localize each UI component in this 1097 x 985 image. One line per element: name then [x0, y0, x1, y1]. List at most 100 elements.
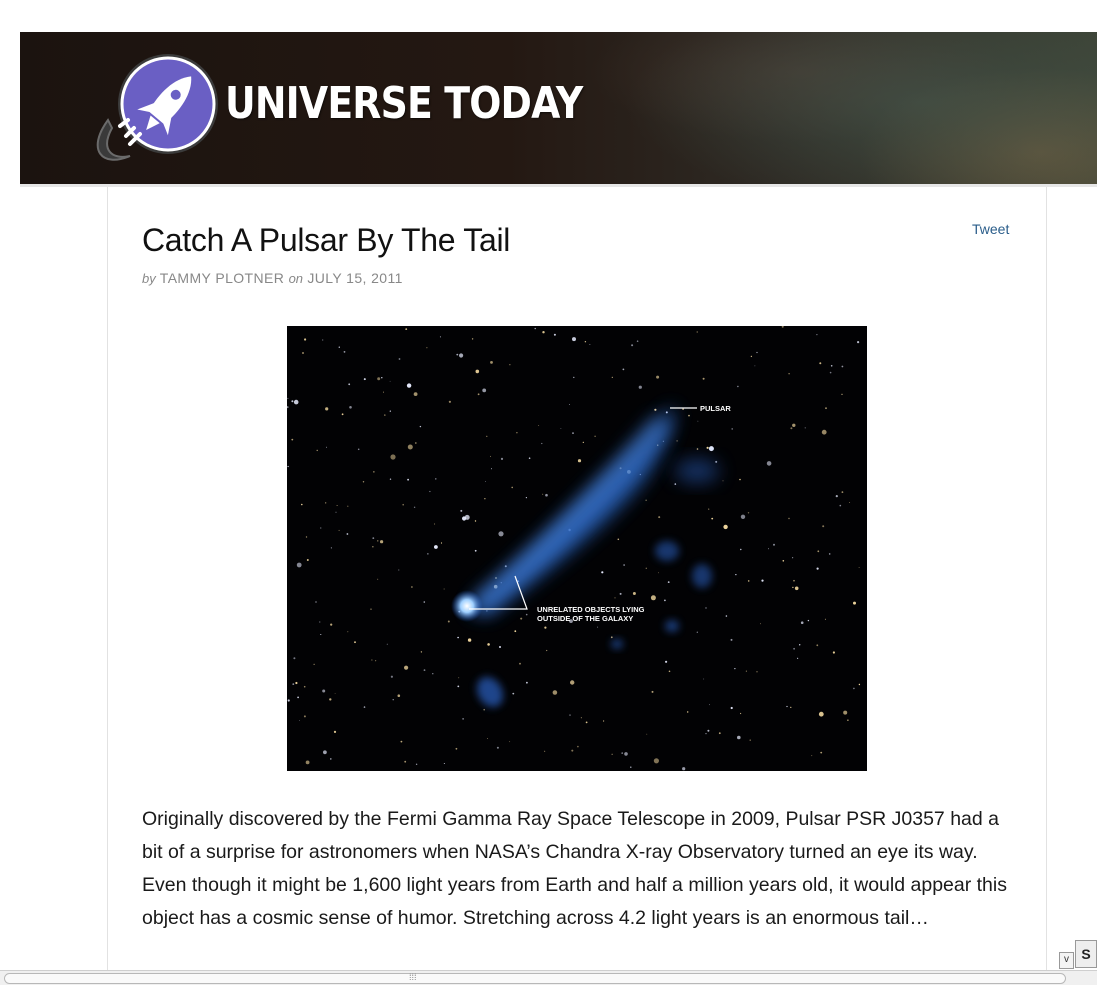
site-logo-text[interactable]: UNIVERSE TODAY: [225, 78, 583, 129]
star: [858, 683, 861, 686]
star: [621, 752, 623, 754]
star: [390, 675, 393, 678]
star: [439, 336, 441, 338]
star: [696, 448, 699, 450]
star: [302, 352, 304, 354]
star: [519, 662, 521, 665]
star: [319, 621, 321, 623]
star: [477, 393, 480, 396]
star: [462, 718, 464, 720]
star: [404, 760, 407, 763]
star: [343, 351, 346, 353]
star: [682, 408, 684, 410]
star: [349, 406, 352, 409]
star: [504, 565, 507, 568]
star: [464, 514, 470, 520]
star: [373, 471, 375, 473]
star: [740, 514, 746, 519]
rocket-icon[interactable]: [82, 50, 222, 170]
star: [824, 618, 826, 620]
star: [448, 400, 451, 403]
star: [514, 630, 517, 633]
star: [482, 388, 487, 393]
star: [705, 607, 707, 609]
star: [434, 523, 436, 525]
star: [546, 649, 548, 652]
star: [495, 577, 497, 579]
star: [434, 545, 438, 549]
star: [347, 505, 349, 507]
star: [800, 621, 804, 624]
star: [816, 567, 819, 570]
star: [460, 509, 463, 512]
star: [475, 369, 480, 374]
star: [377, 578, 379, 580]
star: [456, 353, 459, 356]
star: [569, 404, 570, 405]
star: [705, 733, 707, 735]
article-title[interactable]: Catch A Pulsar By The Tail: [142, 222, 511, 258]
star: [794, 586, 799, 591]
star: [674, 483, 677, 485]
star: [570, 680, 575, 685]
horizontal-scroll-thumb[interactable]: ⁞⁞⁞: [4, 972, 1066, 984]
star: [486, 435, 488, 437]
star: [338, 529, 340, 531]
scroll-down-button[interactable]: v: [1059, 952, 1074, 969]
article-image[interactable]: PULSAR UNRELATED OBJECTS LYING OUTSIDE O…: [287, 326, 867, 771]
star: [467, 638, 472, 642]
star: [614, 597, 616, 599]
star: [459, 353, 464, 358]
site-header-banner[interactable]: UNIVERSE TODAY: [20, 32, 1097, 184]
star: [819, 362, 822, 365]
tweet-button[interactable]: Tweet: [972, 221, 1010, 237]
star: [542, 493, 544, 495]
star: [544, 750, 546, 752]
star: [329, 698, 332, 701]
article-author[interactable]: TAMMY PLOTNER: [159, 270, 285, 286]
star: [656, 375, 660, 379]
star: [525, 497, 527, 499]
star: [792, 423, 796, 427]
star: [534, 327, 536, 330]
star: [601, 571, 604, 574]
star: [799, 644, 801, 646]
star: [569, 619, 573, 623]
star: [552, 690, 558, 695]
star: [756, 351, 758, 354]
star: [292, 683, 295, 685]
horizontal-scrollbar[interactable]: ⁞⁞⁞: [0, 970, 1097, 985]
annotation-unrelated-line1: UNRELATED OBJECTS LYING: [537, 605, 645, 614]
star: [788, 517, 790, 520]
star: [423, 601, 426, 603]
star: [645, 499, 647, 501]
star: [544, 626, 547, 629]
star: [499, 646, 501, 648]
star: [569, 714, 571, 716]
annotation-pulsar: PULSAR: [700, 404, 731, 413]
star: [512, 692, 515, 695]
star: [572, 432, 574, 434]
star: [287, 699, 290, 702]
star: [413, 392, 418, 396]
star: [491, 468, 492, 470]
star: [835, 495, 838, 498]
star: [291, 400, 294, 403]
star: [471, 338, 474, 340]
star: [645, 567, 647, 569]
star: [610, 636, 613, 639]
star: [623, 564, 625, 566]
star: [427, 553, 429, 555]
star: [313, 663, 315, 665]
star: [745, 670, 747, 672]
star: [761, 579, 764, 582]
star: [415, 763, 418, 765]
star: [573, 376, 575, 379]
star: [658, 516, 661, 519]
star: [756, 671, 758, 673]
star: [299, 720, 300, 721]
star: [346, 533, 349, 535]
star: [688, 414, 690, 417]
corner-action-button[interactable]: S: [1075, 940, 1097, 968]
star: [330, 758, 332, 760]
